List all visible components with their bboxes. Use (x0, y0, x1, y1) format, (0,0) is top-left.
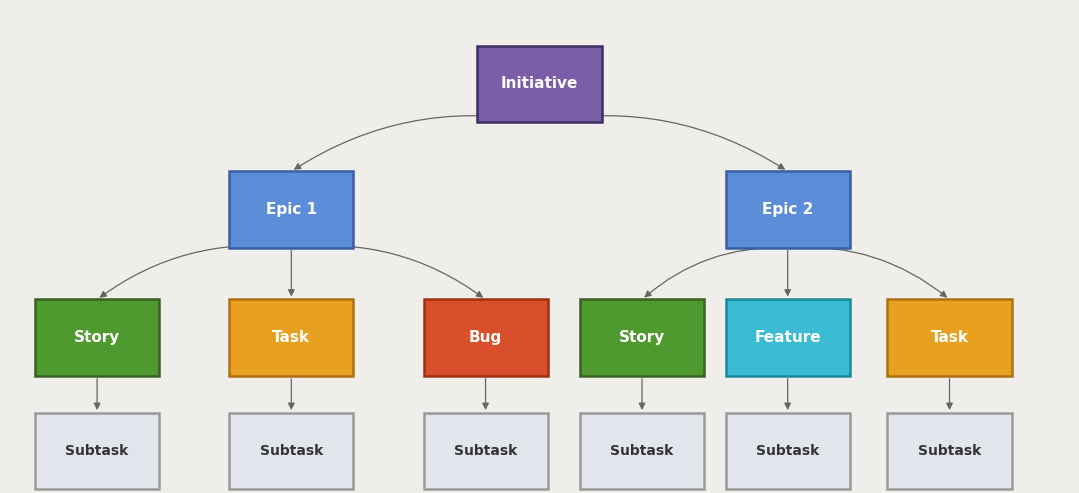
FancyBboxPatch shape (423, 300, 548, 376)
FancyBboxPatch shape (725, 413, 850, 489)
Text: Subtask: Subtask (611, 444, 673, 458)
Text: Epic 2: Epic 2 (762, 202, 814, 217)
Text: Epic 1: Epic 1 (265, 202, 317, 217)
Text: Subtask: Subtask (756, 444, 819, 458)
Text: Subtask: Subtask (260, 444, 323, 458)
Text: Task: Task (272, 330, 311, 345)
FancyBboxPatch shape (725, 172, 850, 248)
FancyBboxPatch shape (887, 300, 1012, 376)
Text: Task: Task (930, 330, 969, 345)
Text: Subtask: Subtask (454, 444, 517, 458)
FancyBboxPatch shape (725, 300, 850, 376)
Text: Subtask: Subtask (66, 444, 128, 458)
FancyBboxPatch shape (230, 172, 354, 248)
Text: Bug: Bug (469, 330, 502, 345)
FancyBboxPatch shape (230, 300, 354, 376)
Text: Subtask: Subtask (918, 444, 981, 458)
FancyBboxPatch shape (477, 46, 602, 122)
FancyBboxPatch shape (581, 300, 704, 376)
FancyBboxPatch shape (887, 413, 1012, 489)
Text: Initiative: Initiative (501, 76, 578, 91)
Text: Story: Story (74, 330, 120, 345)
FancyBboxPatch shape (423, 413, 548, 489)
FancyBboxPatch shape (35, 413, 160, 489)
FancyBboxPatch shape (230, 413, 354, 489)
Text: Feature: Feature (754, 330, 821, 345)
FancyBboxPatch shape (581, 413, 704, 489)
Text: Story: Story (619, 330, 665, 345)
FancyBboxPatch shape (35, 300, 160, 376)
